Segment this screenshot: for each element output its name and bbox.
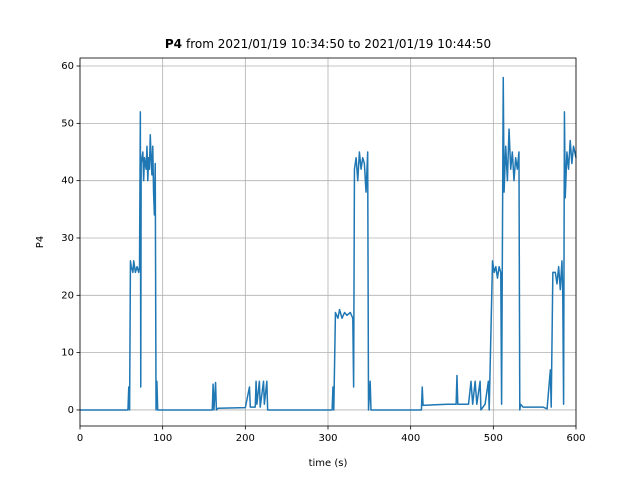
- y-tick-label: 60: [61, 61, 74, 72]
- x-tick-label: 100: [153, 433, 172, 444]
- x-tick-label: 600: [566, 433, 585, 444]
- title-text: from 2021/01/19 10:34:50 to 2021/01/19 1…: [186, 37, 491, 51]
- y-tick-label: 10: [61, 348, 74, 359]
- x-tick-label: 200: [236, 433, 255, 444]
- title-prefix: P4: [165, 37, 182, 51]
- y-tick-label: 0: [68, 405, 74, 416]
- x-axis-label: time (s): [309, 458, 348, 469]
- y-tick-label: 40: [61, 176, 74, 187]
- x-tick-label: 500: [484, 433, 503, 444]
- x-tick-label: 0: [77, 433, 83, 444]
- y-axis-label: P4: [35, 236, 46, 248]
- x-tick-label: 400: [401, 433, 420, 444]
- plot-frame: [79, 57, 577, 427]
- y-tick-label: 30: [61, 233, 74, 244]
- chart-title: P4 from 2021/01/19 10:34:50 to 2021/01/19…: [165, 37, 491, 51]
- y-tick-label: 50: [61, 118, 74, 129]
- data-line: [80, 76, 577, 411]
- x-tick-label: 300: [318, 433, 337, 444]
- y-tick-label: 20: [61, 290, 74, 301]
